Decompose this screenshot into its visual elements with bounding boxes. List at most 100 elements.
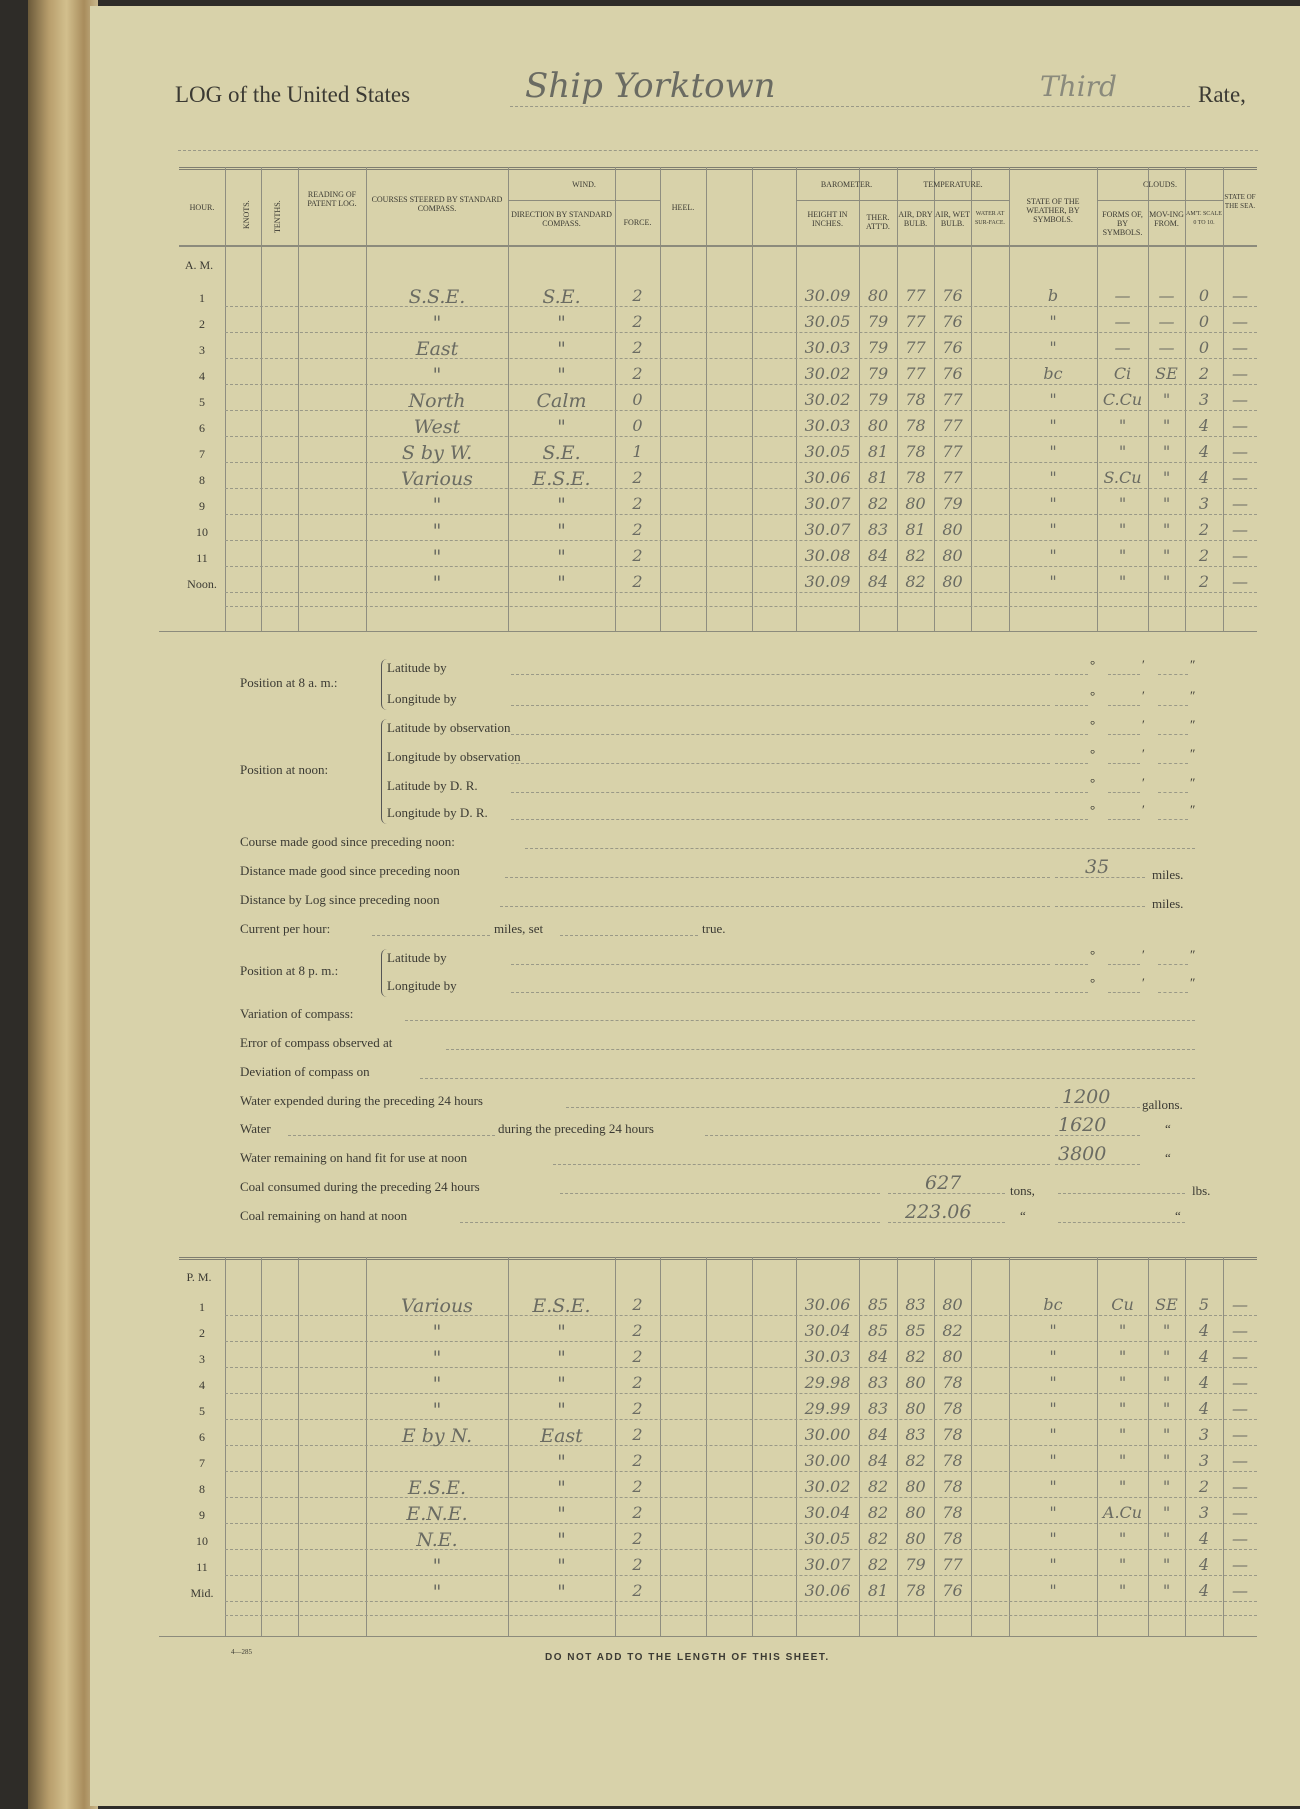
miles-label: miles.	[1152, 896, 1184, 911]
cell-amount: 0	[1198, 338, 1210, 357]
header-group-rule	[897, 200, 1009, 201]
leader-dots	[1158, 792, 1188, 793]
column-divider	[508, 167, 509, 631]
cell-wind-dir: "	[557, 572, 566, 594]
cell-moving: "	[1162, 1347, 1171, 1366]
cell-wet: 78	[942, 1425, 963, 1444]
cell-dry: 82	[905, 546, 926, 565]
header-cloud-moving: Mov-ing from.	[1149, 210, 1184, 228]
column-divider	[1223, 167, 1224, 631]
gallons-label: gallons.	[1142, 1097, 1183, 1112]
hour-label: 10	[196, 1534, 208, 1548]
cell-baro: 30.03	[804, 338, 851, 357]
cell-baro: 30.02	[804, 1477, 851, 1496]
cell-ther: 84	[867, 1347, 889, 1366]
cell-ther: 85	[867, 1321, 889, 1340]
row-rule	[225, 1523, 1257, 1524]
cell-forms: "	[1118, 494, 1127, 513]
length-notice: DO NOT ADD TO THE LENGTH OF THIS SHEET.	[545, 1652, 830, 1663]
cell-weather: "	[1049, 494, 1057, 513]
cell-forms: "	[1118, 1425, 1127, 1444]
leader-dots	[1055, 734, 1088, 735]
cell-forms: "	[1118, 1581, 1127, 1600]
cell-amount: 4	[1198, 1399, 1210, 1418]
miles-set-label: miles, set	[494, 921, 544, 936]
header-group-rule	[796, 200, 897, 201]
cell-sea: —	[1232, 572, 1248, 591]
cell-wind-dir: "	[557, 1529, 566, 1551]
cell-forms: "	[1118, 1477, 1127, 1496]
cell-dry: 80	[905, 1373, 926, 1392]
column-divider	[298, 167, 299, 631]
position-line-label: Longitude by	[387, 978, 457, 993]
hour-label: 3	[199, 343, 205, 357]
leader-dots	[460, 1222, 880, 1223]
cell-wet: 78	[942, 1529, 963, 1548]
position-label: Position at 8 a. m.:	[240, 675, 338, 690]
cell-baro: 30.07	[804, 520, 851, 539]
hour-label: 8	[199, 1482, 205, 1496]
row-rule	[225, 1341, 1257, 1342]
row-rule	[225, 540, 1257, 541]
table-bottom-rule	[159, 1636, 1257, 1637]
cell-weather: "	[1049, 390, 1057, 409]
cell-moving: "	[1162, 494, 1171, 513]
leader-dots	[1158, 705, 1188, 706]
hour-label: 2	[199, 317, 205, 331]
header-cloud-forms: Forms of, by Symbols.	[1102, 210, 1143, 237]
cell-baro: 30.05	[804, 1529, 851, 1548]
leader-dots	[1108, 763, 1140, 764]
cell-wind-dir: "	[557, 364, 566, 386]
cell-course: "	[432, 1555, 442, 1577]
cell-sea: —	[1232, 494, 1248, 513]
leader-dots	[1055, 906, 1145, 907]
cell-baro: 30.02	[804, 390, 851, 409]
cell-forms: "	[1118, 1347, 1127, 1366]
column-divider	[508, 1257, 509, 1636]
cell-amount: 2	[1198, 572, 1210, 591]
cell-force: 2	[632, 1373, 643, 1392]
cell-ther: 84	[867, 1451, 889, 1470]
cell-baro: 30.02	[804, 364, 851, 383]
cell-wind-dir: "	[557, 338, 566, 360]
cell-course: "	[432, 1321, 442, 1343]
cell-weather: "	[1049, 1399, 1057, 1418]
cell-wind-dir: "	[557, 1347, 566, 1369]
ship-name: Ship Yorktown	[525, 66, 776, 106]
cell-moving: "	[1162, 1529, 1171, 1548]
minute-mark: ′	[1142, 947, 1145, 962]
cell-amount: 3	[1198, 1425, 1210, 1444]
cell-forms: "	[1118, 520, 1127, 539]
cell-dry: 80	[905, 1477, 926, 1496]
leader-dots	[1055, 992, 1088, 993]
cell-wet: 78	[942, 1503, 963, 1522]
cell-force: 2	[632, 494, 643, 513]
title-underline	[510, 106, 1190, 107]
cell-amount: 2	[1198, 546, 1210, 565]
cell-weather: "	[1049, 1503, 1057, 1522]
cell-baro: 30.06	[804, 1295, 851, 1314]
header-group-rule	[508, 200, 660, 201]
cell-wet: 80	[942, 1347, 963, 1366]
column-divider	[1223, 1257, 1224, 1636]
cell-course: "	[432, 520, 442, 542]
cell-ther: 79	[867, 312, 889, 331]
cell-weather: bc	[1043, 1295, 1063, 1314]
coal-consumed-label: Coal consumed during the preceding 24 ho…	[240, 1179, 480, 1194]
cell-force: 2	[632, 1581, 643, 1600]
cell-dry: 83	[905, 1425, 926, 1444]
cell-ther: 79	[867, 338, 889, 357]
minute-mark: ′	[1142, 775, 1145, 790]
cell-weather: "	[1049, 312, 1057, 331]
column-divider	[366, 1257, 367, 1636]
water-during-label: during the preceding 24 hours	[498, 1121, 654, 1136]
cell-wet: 78	[942, 1477, 963, 1496]
header-wind-direction: Direction by Standard Compass.	[511, 210, 612, 228]
column-divider	[752, 167, 753, 631]
header-knots: Knots.	[242, 200, 251, 230]
cell-moving: SE	[1155, 1295, 1178, 1314]
header-courses: Courses steered by standard compass.	[371, 195, 503, 213]
header-cloud-amount: Am't. Scale 0 to 10.	[1186, 211, 1222, 226]
column-divider	[615, 167, 616, 631]
cell-wind-dir: S.E.	[542, 442, 581, 464]
